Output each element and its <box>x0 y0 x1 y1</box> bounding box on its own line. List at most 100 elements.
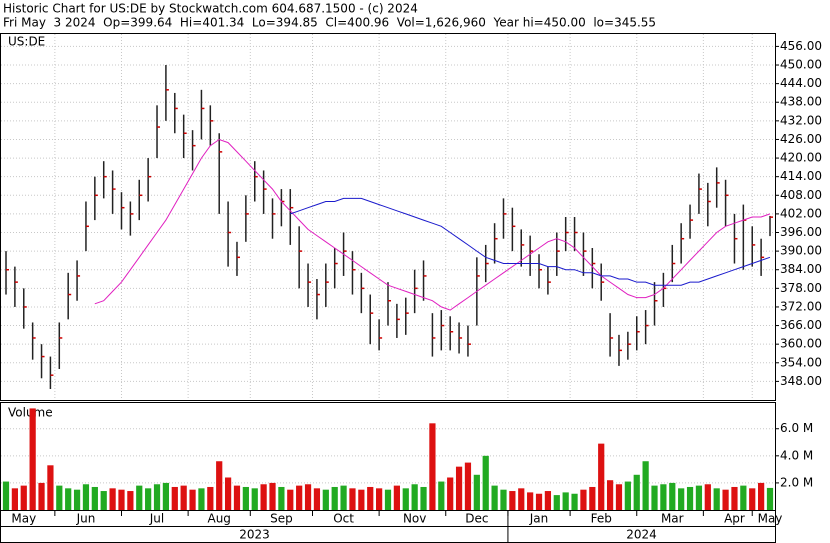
y-tick-label: 384.00 <box>780 262 822 276</box>
volume-bar <box>420 486 427 510</box>
volume-bar <box>473 474 480 510</box>
volume-bar <box>136 485 143 510</box>
year-label: 2023 <box>239 528 270 542</box>
x-tick-label: Sep <box>270 512 293 526</box>
volume-bar <box>571 493 578 510</box>
volume-bar <box>322 489 329 510</box>
volume-bar <box>358 489 365 510</box>
volume-bar <box>438 481 445 510</box>
volume-bar <box>686 486 694 510</box>
price-panel <box>0 33 776 401</box>
volume-bar <box>251 488 258 510</box>
x-tick-label: Oct <box>333 512 354 526</box>
x-tick-label: Feb <box>591 512 612 526</box>
volume-bar <box>393 485 400 510</box>
volume-bar <box>402 488 409 510</box>
volume-bar <box>20 485 27 510</box>
volume-bar <box>100 491 107 510</box>
volume-bar <box>669 482 676 510</box>
volume-bar <box>153 484 161 510</box>
y-tick-label: 390.00 <box>780 244 822 258</box>
volume-bar <box>535 493 543 510</box>
header-quote: Fri May 3 2024 Op=399.64 Hi=401.34 Lo=39… <box>3 16 656 30</box>
year-label: 2024 <box>626 528 657 542</box>
y-tick-label: 6.0 M <box>780 421 813 435</box>
volume-bar <box>411 484 418 510</box>
volume-bar <box>278 486 285 510</box>
y-tick-label: 438.00 <box>780 95 822 109</box>
volume-bar <box>447 477 454 510</box>
volume-bar <box>429 423 436 510</box>
volume-bar <box>367 486 374 510</box>
volume-bar <box>145 488 152 510</box>
y-tick-label: 366.00 <box>780 318 822 332</box>
volume-bar <box>376 488 383 510</box>
volume-bar <box>340 485 347 510</box>
x-tick-label: Jun <box>76 512 96 526</box>
volume-bar <box>384 489 392 510</box>
y-tick-label: 372.00 <box>780 299 822 313</box>
volume-bar <box>242 486 249 510</box>
y-tick-label: 360.00 <box>780 337 822 351</box>
volume-bar <box>642 461 649 510</box>
y-tick-label: 450.00 <box>780 58 822 72</box>
volume-bar <box>349 488 356 510</box>
volume-bar <box>518 488 525 510</box>
y-tick-label: 402.00 <box>780 206 822 220</box>
volume-bar <box>2 481 10 510</box>
volume-bar <box>91 486 98 510</box>
price-panel-label: US:DE <box>8 35 45 49</box>
y-tick-label: 456.00 <box>780 39 822 53</box>
volume-bar <box>544 491 552 510</box>
volume-bar <box>296 485 303 510</box>
x-tick-label: Apr <box>724 512 745 526</box>
y-tick-label: 420.00 <box>780 151 822 165</box>
y-tick-label: 2.0 M <box>780 475 813 489</box>
volume-bar <box>553 495 560 510</box>
volume-bar <box>313 488 321 510</box>
volume-bar <box>189 489 196 510</box>
volume-bar <box>615 484 623 510</box>
volume-bar <box>722 489 729 510</box>
volume-bar <box>56 485 63 510</box>
volume-bar <box>633 474 640 510</box>
y-tick-label: 414.00 <box>780 169 822 183</box>
volume-bar <box>331 486 338 510</box>
month-axis <box>0 510 776 527</box>
volume-bar <box>580 489 587 510</box>
volume-bar <box>704 484 711 510</box>
x-tick-label: May <box>11 512 36 526</box>
volume-bar <box>198 488 205 510</box>
volume-bar <box>171 486 178 510</box>
volume-bar <box>162 482 170 510</box>
y-tick-label: 4.0 M <box>780 448 813 462</box>
volume-bar <box>304 484 312 510</box>
volume-bar <box>260 484 267 510</box>
volume-bar <box>589 486 596 510</box>
volume-bar <box>224 477 232 510</box>
volume-bar <box>562 492 569 510</box>
volume-bar <box>269 482 276 510</box>
volume-bar <box>740 485 747 510</box>
y-tick-label: 444.00 <box>780 76 822 90</box>
volume-bar <box>180 485 187 510</box>
volume-bar <box>758 482 765 510</box>
moving-average <box>94 138 771 311</box>
volume-bar <box>660 484 667 510</box>
volume-bar <box>233 485 241 510</box>
x-tick-label: Dec <box>465 512 488 526</box>
y-tick-label: 432.00 <box>780 113 822 127</box>
volume-bar <box>82 484 90 510</box>
volume-bar <box>527 492 534 510</box>
volume-bar <box>598 443 605 510</box>
volume-bar <box>47 465 54 510</box>
x-tick-label: Jul <box>149 512 164 526</box>
y-tick-label: 408.00 <box>780 188 822 202</box>
volume-bar <box>482 455 489 510</box>
y-tick-label: 426.00 <box>780 132 822 146</box>
volume-bar <box>207 486 214 510</box>
volume-bar <box>109 488 116 510</box>
volume-bar <box>678 488 685 510</box>
x-tick-label: May <box>758 512 783 526</box>
year-axis <box>0 526 776 543</box>
